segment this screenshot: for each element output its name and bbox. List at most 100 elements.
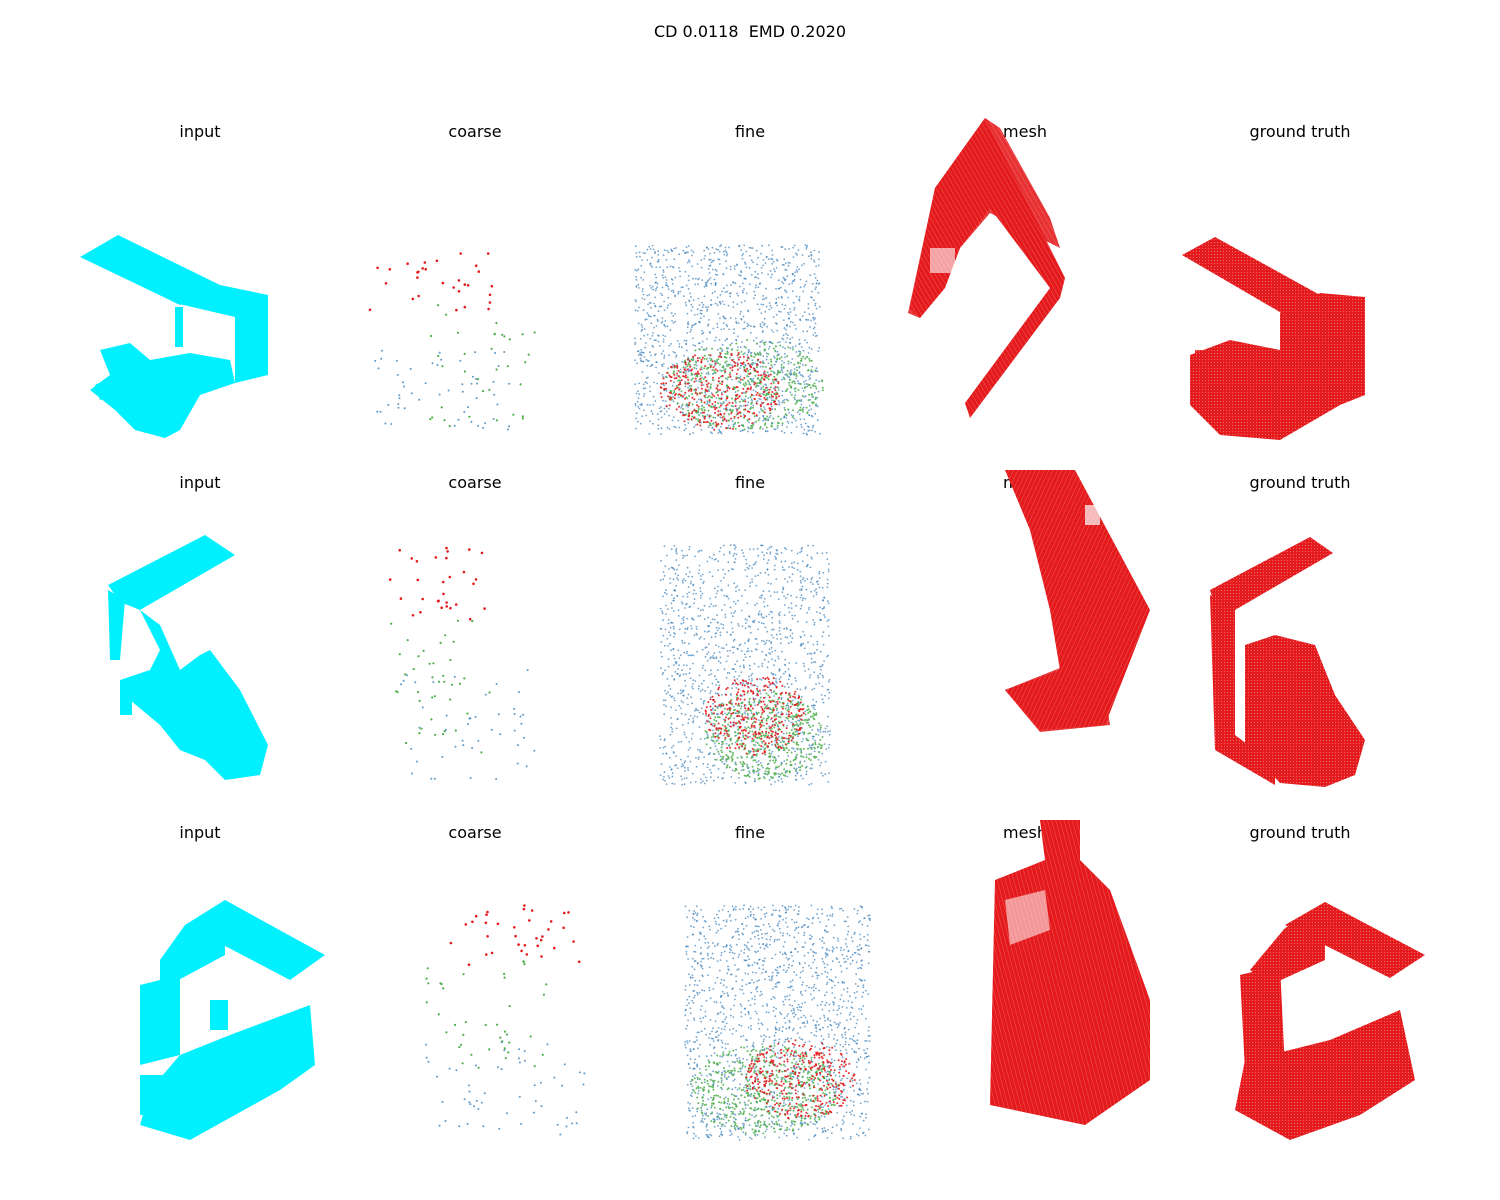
scatter-point [703, 295, 706, 298]
scatter-point [753, 290, 756, 293]
scatter-point [752, 261, 754, 264]
scatter-point [662, 338, 665, 341]
scatter-point [457, 279, 461, 282]
scatter-point [563, 1063, 566, 1066]
scatter-point [715, 336, 717, 339]
scatter-point [708, 363, 711, 366]
scatter-point [697, 756, 700, 759]
scatter-point [795, 295, 798, 298]
scatter-point [772, 677, 775, 680]
scatter-point [800, 726, 802, 729]
scatter-point [709, 698, 712, 701]
scatter-point [744, 744, 747, 747]
scatter-point [810, 257, 813, 260]
scatter-point [522, 907, 526, 911]
scatter-point [639, 352, 641, 355]
scatter-point [782, 723, 785, 726]
scatter-point [735, 682, 738, 685]
scatter-point [674, 426, 677, 429]
scatter-point [782, 282, 785, 285]
scatter-point [636, 390, 639, 392]
scatter-point [799, 352, 802, 355]
scatter-point [664, 565, 667, 568]
scatter-point [761, 708, 764, 710]
scatter-point [416, 760, 418, 763]
scatter-point [805, 248, 808, 250]
scatter-point [738, 1023, 740, 1026]
scatter-point [776, 638, 779, 640]
scatter-point [721, 419, 724, 422]
scatter-point [821, 389, 824, 392]
scatter-point [680, 405, 683, 407]
scatter-point [734, 391, 737, 393]
scatter-point [799, 579, 802, 582]
scatter-point [446, 550, 449, 553]
scatter-point [798, 343, 801, 346]
scatter-point [771, 724, 774, 727]
scatter-point [477, 1066, 480, 1069]
scatter-point [719, 294, 722, 296]
scatter-point [795, 742, 798, 745]
scatter-point [796, 723, 799, 726]
scatter-point [781, 744, 784, 747]
scatter-point [648, 301, 651, 304]
scatter-point [784, 560, 787, 563]
scatter-point [748, 418, 751, 420]
mesh-render [1000, 470, 1155, 732]
scatter-point [682, 411, 684, 414]
scatter-point [693, 314, 696, 316]
scatter-point [706, 403, 708, 406]
scatter-point [744, 381, 747, 384]
scatter-point [788, 248, 790, 250]
scatter-point [746, 353, 749, 356]
scatter-point [793, 278, 796, 281]
scatter-point [784, 658, 786, 661]
scatter-point [702, 582, 704, 585]
scatter-point [800, 403, 803, 406]
scatter-point [689, 760, 692, 763]
scatter-point [694, 344, 697, 347]
scatter-point [719, 634, 722, 637]
scatter-point [809, 676, 811, 679]
scatter-point [745, 622, 747, 625]
scatter-point [690, 738, 693, 740]
scatter-point [779, 611, 781, 614]
scatter-point [520, 722, 523, 725]
scatter-point [743, 288, 745, 290]
scatter-point [791, 614, 794, 617]
scatter-point [746, 716, 749, 719]
scatter-point [697, 414, 700, 416]
scatter-point [431, 676, 434, 679]
scatter-point [474, 1064, 477, 1067]
scatter-point [755, 402, 758, 405]
scatter-point [726, 325, 729, 328]
scatter-point [733, 582, 736, 585]
scatter-point [753, 700, 756, 703]
scatter-point [707, 736, 709, 739]
scatter-point [710, 636, 713, 639]
scatter-point [763, 322, 766, 325]
scatter-point [640, 348, 643, 351]
scatter-point [738, 720, 740, 723]
scatter-point [547, 928, 550, 931]
scatter-point [708, 357, 711, 359]
scatter-point [728, 551, 731, 553]
scatter-point [688, 395, 691, 397]
scatter-point [457, 418, 460, 421]
scatter-point [668, 428, 671, 430]
scatter-point [781, 303, 784, 306]
scatter-point [454, 745, 457, 748]
scatter-point [723, 317, 726, 320]
scatter-point [719, 1001, 722, 1004]
scatter-point [750, 354, 752, 357]
scatter-point [809, 732, 812, 735]
scatter-point [731, 627, 734, 630]
scatter-point [741, 392, 743, 395]
scatter-point [698, 674, 701, 677]
scatter-point [553, 1076, 556, 1079]
scatter-point [684, 607, 686, 609]
scatter-point [699, 309, 702, 312]
scatter-point [670, 722, 673, 725]
scatter-point [690, 418, 693, 421]
scatter-point [787, 360, 790, 363]
